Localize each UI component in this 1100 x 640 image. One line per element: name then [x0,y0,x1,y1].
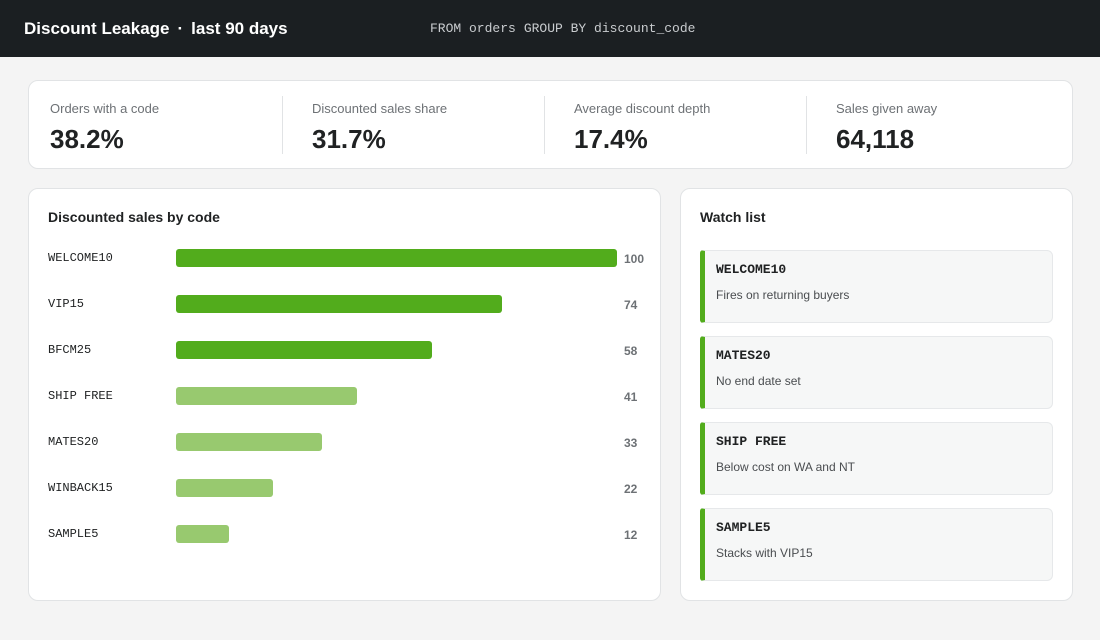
bar-row[interactable]: WINBACK15 22 [29,478,662,498]
watch-item-code: MATES20 [716,348,771,363]
bar-value-label: 100 [624,252,645,266]
watch-item[interactable]: SAMPLE5 Stacks with VIP15 [700,508,1053,581]
discount-chart-card: Discounted sales by code WELCOME10 100 VIP… [28,188,661,601]
period-text: last 90 days [191,19,288,38]
bar-row[interactable]: MATES20 33 [29,432,662,452]
bar-track [176,387,617,405]
kpi-value: 38.2% [50,124,124,154]
kpi-label: Average discount depth [574,101,711,116]
title-separator: · [177,19,184,38]
kpi-strip: Orders with a code 38.2% Discounted sale… [28,80,1073,169]
watch-item[interactable]: MATES20 No end date set [700,336,1053,409]
bar-track [176,433,617,451]
watch-list-card: Watch list WELCOME10 Fires on returning … [680,188,1073,601]
bar[interactable] [176,387,357,405]
title-text: Discount Leakage [24,19,170,38]
bar-row[interactable]: BFCM25 58 [29,340,662,360]
page-title: Discount Leakage · last 90 days [24,19,288,39]
bar-value-label: 58 [624,344,638,358]
bar[interactable] [176,249,617,267]
bar-label: WELCOME10 [48,251,113,265]
watch-item[interactable]: SHIP FREE Below cost on WA and NT [700,422,1053,495]
watch-list-title: Watch list [700,209,766,225]
watch-item-code: SHIP FREE [716,434,787,449]
bar-row[interactable]: SHIP FREE 41 [29,386,662,406]
kpi-label: Orders with a code [50,101,160,116]
kpi-divider [544,96,545,154]
bar-label: WINBACK15 [48,481,113,495]
query-text: FROM orders GROUP BY discount_code [430,21,695,36]
top-bar: Discount Leakage · last 90 days FROM order… [0,0,1100,57]
watch-item[interactable]: WELCOME10 Fires on returning buyers [700,250,1053,323]
kpi-label: Discounted sales share [312,101,448,116]
bar-label: SHIP FREE [48,389,113,403]
bar-value-label: 41 [624,390,638,404]
kpi-divider [282,96,283,154]
bar-label: MATES20 [48,435,99,449]
bar-value-label: 33 [624,436,638,450]
watch-item-note: No end date set [716,374,801,388]
watch-item-note: Fires on returning buyers [716,288,850,302]
bar-track [176,525,617,543]
watch-item-note: Stacks with VIP15 [716,546,813,560]
bar[interactable] [176,341,432,359]
bar[interactable] [176,433,322,451]
kpi-value: 17.4% [574,124,648,154]
bar[interactable] [176,525,229,543]
kpi-label: Sales given away [836,101,938,116]
watch-item-code: SAMPLE5 [716,520,771,535]
bar-label: VIP15 [48,297,85,311]
bar-track [176,249,617,267]
bar-row[interactable]: VIP15 74 [29,294,662,314]
kpi-value: 31.7% [312,124,386,154]
query-group: GROUP BY discount_code [523,21,696,36]
bar-label: BFCM25 [48,343,92,357]
query-from: FROM orders [430,21,516,36]
bar[interactable] [176,479,274,497]
kpi-value: 64,118 [836,124,915,154]
bar-row[interactable]: SAMPLE5 12 [29,524,662,544]
bar-track [176,295,617,313]
bar-track [176,479,617,497]
bar-value-label: 12 [624,528,638,542]
bar[interactable] [176,295,503,313]
watch-item-code: WELCOME10 [716,262,787,277]
bar-value-label: 74 [624,298,638,312]
bar-label: SAMPLE5 [48,527,99,541]
kpi-divider [806,96,807,154]
chart-title: Discounted sales by code [48,209,220,225]
watch-item-note: Below cost on WA and NT [716,460,855,474]
bar-track [176,341,617,359]
bar-row[interactable]: WELCOME10 100 [29,248,662,268]
bar-value-label: 22 [624,482,638,496]
